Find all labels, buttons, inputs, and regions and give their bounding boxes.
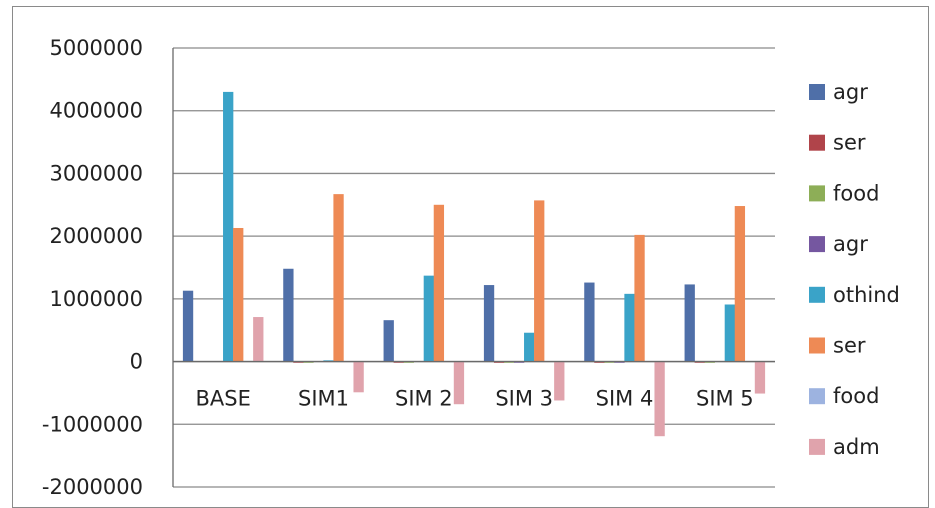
bar [453,361,465,405]
legend-label: ser [833,131,866,155]
legend-swatch [809,185,825,202]
gridlines [173,47,775,488]
legend-item: ser [809,131,866,155]
y-tick-label: 1000000 [49,287,143,311]
y-tick-label: -2000000 [42,475,143,499]
x-tick-label: SIM 5 [696,387,754,411]
y-axis-tick-labels: 5000000 4000000 3000000 2000000 1000000 0 -100… [42,36,143,499]
bar [353,361,364,393]
bar [182,290,194,362]
legend-item: food [809,181,879,205]
bar [333,194,344,362]
bar [233,227,244,362]
legend-label: agr [833,232,868,256]
legend-swatch [809,438,825,455]
x-tick-label: SIM 2 [395,387,453,411]
legend-label: ser [833,334,866,358]
legend-label: food [833,384,879,408]
chart-frame: 5000000 4000000 3000000 2000000 1000000 0 -100… [12,6,929,508]
bar [624,293,635,362]
bar [383,320,394,362]
legend-swatch [809,236,825,253]
x-tick-label: SIM 3 [495,387,553,411]
bar [223,91,234,362]
legend-swatch [809,337,825,354]
bar [754,361,766,394]
bar [283,268,294,362]
bar [554,361,565,401]
bar [584,282,595,362]
legend-label: agr [833,80,868,104]
bar [433,204,445,362]
legend-item: agr [809,232,868,256]
y-tick-label: 3000000 [49,161,143,185]
bar [734,206,746,362]
bar [253,317,264,362]
bars [182,91,766,437]
series-ser [233,194,746,362]
legend-item: agr [809,80,868,104]
legend-item: food [809,384,879,408]
legend-item: adm [809,435,880,459]
bar [524,332,535,362]
bar [534,200,545,362]
y-tick-label: 5000000 [49,36,143,60]
series-agr [182,268,695,362]
legend-swatch [809,286,825,303]
legend-item: ser [809,334,866,358]
bar [634,234,645,362]
bar-chart: 5000000 4000000 3000000 2000000 1000000 0 -100… [42,36,900,499]
x-tick-label: SIM1 [298,387,349,411]
x-tick-label: SIM 4 [596,387,654,411]
series-othind [223,91,735,362]
bar [654,361,665,437]
x-tick-label: BASE [195,387,250,411]
y-tick-label: 0 [130,350,143,374]
legend-label: adm [833,435,880,459]
bar [684,284,695,362]
bar [483,285,495,362]
y-tick-label: 2000000 [49,224,143,248]
legend: agr ser food agr othind ser food adm [809,80,900,459]
bar [423,275,434,362]
bar [724,304,735,362]
legend-label: othind [833,283,900,307]
legend-item: othind [809,283,900,307]
legend-swatch [809,84,825,100]
axes [172,48,775,487]
legend-label: food [833,181,879,205]
y-tick-label: 4000000 [49,99,143,123]
legend-swatch [809,388,825,405]
legend-swatch [809,134,825,151]
series-adm [253,317,766,437]
x-axis-tick-labels: BASE SIM1 SIM 2 SIM 3 SIM 4 SIM 5 [195,387,753,411]
y-tick-label: -1000000 [42,412,143,436]
